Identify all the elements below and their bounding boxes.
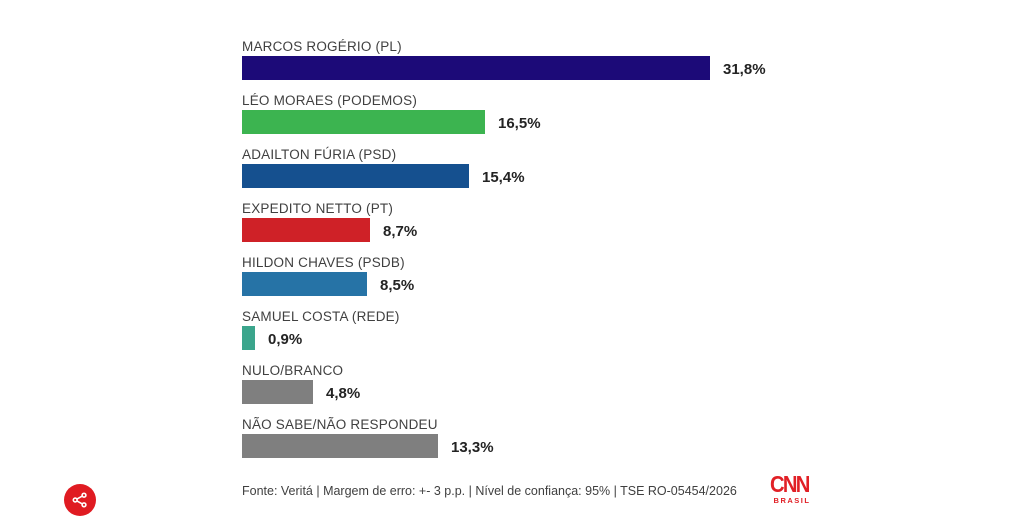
bar-row: HILDON CHAVES (PSDB) 8,5% [242, 255, 942, 296]
share-icon [72, 492, 88, 508]
bar [242, 218, 370, 242]
bar-line: 15,4% [242, 164, 942, 188]
share-button[interactable] [64, 484, 96, 516]
source-note: Fonte: Veritá | Margem de erro: +- 3 p.p… [242, 484, 737, 498]
bar-line: 31,8% [242, 56, 942, 80]
bar [242, 164, 469, 188]
bar-line: 16,5% [242, 110, 942, 134]
category-label: MARCOS ROGÉRIO (PL) [242, 39, 402, 54]
bar-row: NÃO SABE/NÃO RESPONDEU 13,3% [242, 417, 942, 458]
bar [242, 272, 367, 296]
value-label: 8,5% [380, 276, 415, 294]
bar [242, 326, 255, 350]
category-label: SAMUEL COSTA (REDE) [242, 309, 400, 324]
bar-rows: MARCOS ROGÉRIO (PL) 31,8% LÉO MORAES (PODE… [242, 39, 942, 458]
value-label: 8,7% [383, 222, 418, 240]
category-label: HILDON CHAVES (PSDB) [242, 255, 405, 270]
horizontal-bar-chart: MARCOS ROGÉRIO (PL) 31,8% LÉO MORAES (PODE… [242, 39, 942, 471]
value-label: 13,3% [451, 438, 494, 456]
bar [242, 380, 313, 404]
bar-row: EXPEDITO NETTO (PT) 8,7% [242, 201, 942, 242]
category-label: ADAILTON FÚRIA (PSD) [242, 147, 397, 162]
category-label: LÉO MORAES (PODEMOS) [242, 93, 418, 108]
cnn-logo-text: CNN [770, 471, 810, 497]
bar-line: 4,8% [242, 380, 942, 404]
bar-row: MARCOS ROGÉRIO (PL) 31,8% [242, 39, 942, 80]
bar-line: 8,7% [242, 218, 942, 242]
category-label: EXPEDITO NETTO (PT) [242, 201, 394, 216]
category-label: NULO/BRANCO [242, 363, 344, 378]
value-label: 16,5% [498, 114, 541, 132]
category-label: NÃO SABE/NÃO RESPONDEU [242, 417, 438, 432]
bar-row: NULO/BRANCO 4,8% [242, 363, 942, 404]
bar-row: ADAILTON FÚRIA (PSD) 15,4% [242, 147, 942, 188]
value-label: 15,4% [482, 168, 525, 186]
bar [242, 434, 438, 458]
cnn-brasil-logo: CNN BRASIL [768, 473, 816, 505]
value-label: 31,8% [723, 60, 766, 78]
cnn-logo-subtext: BRASIL [773, 496, 811, 505]
value-label: 4,8% [326, 384, 361, 402]
bar-line: 13,3% [242, 434, 942, 458]
bar [242, 110, 485, 134]
bar-row: LÉO MORAES (PODEMOS) 16,5% [242, 93, 942, 134]
bar-row: SAMUEL COSTA (REDE) 0,9% [242, 309, 942, 350]
value-label: 0,9% [268, 330, 303, 348]
bar-line: 0,9% [242, 326, 942, 350]
bar-line: 8,5% [242, 272, 942, 296]
bar [242, 56, 710, 80]
